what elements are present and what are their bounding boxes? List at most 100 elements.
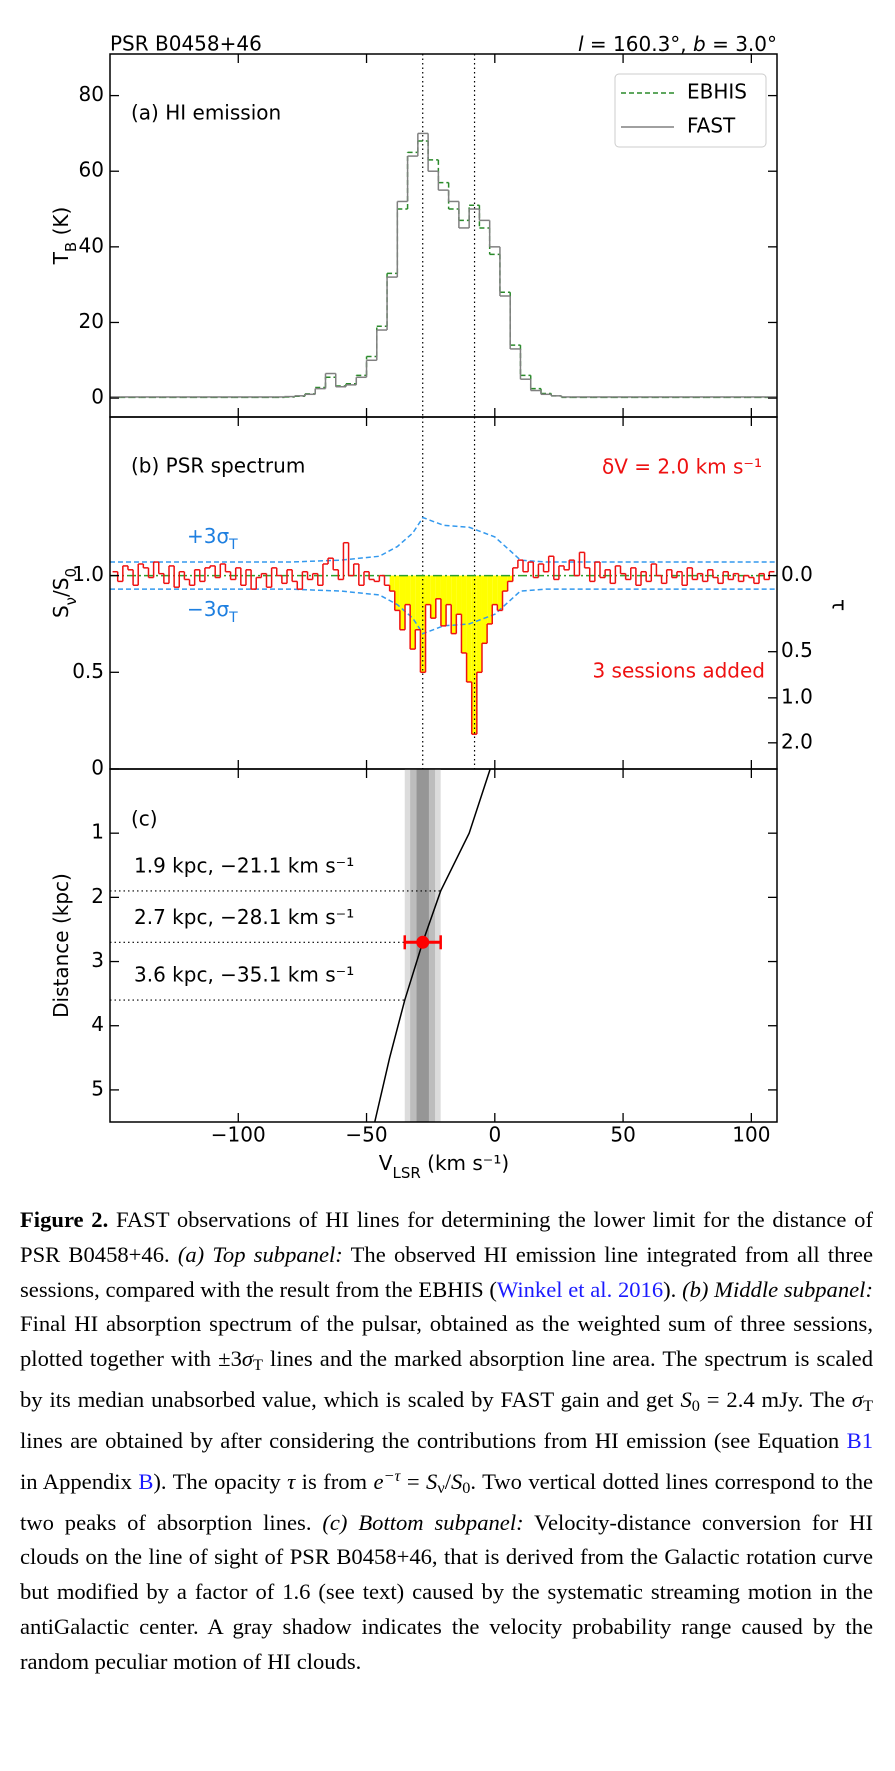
distance-point xyxy=(416,935,430,949)
absorption-fill xyxy=(410,575,416,650)
y2-tick-label: 1.0 xyxy=(781,684,813,708)
legend-label: FAST xyxy=(687,114,736,138)
absorption-fill xyxy=(440,575,447,626)
absorption-fill xyxy=(435,575,441,599)
x-tick-label: −100 xyxy=(211,1123,266,1147)
y-label: Sν/S0 xyxy=(49,568,80,618)
caption-text: e xyxy=(373,1468,384,1494)
caption-text: S xyxy=(450,1468,463,1494)
absorption-fill xyxy=(507,575,513,582)
header-part: = 160.3°, xyxy=(584,32,693,56)
y-tick-label: 0.5 xyxy=(72,659,104,683)
distance-label: 2.7 kpc, −28.1 km s⁻¹ xyxy=(134,905,354,929)
y-tick-label: 40 xyxy=(79,233,104,257)
label-part: S xyxy=(49,605,73,618)
caption-text: (c) Bottom subpanel: xyxy=(322,1509,524,1535)
caption-text: Final HI absorption spectrum of the puls… xyxy=(20,1311,873,1372)
caption-text: T xyxy=(863,1397,873,1416)
y-label: TB (K) xyxy=(49,207,80,266)
caption-text: . Two vertical dotted lines correspond t… xyxy=(20,1468,874,1535)
caption-text: in Appendix xyxy=(20,1468,139,1494)
caption-text: = xyxy=(400,1468,427,1494)
y-tick-label: 2 xyxy=(91,884,104,908)
y-tick-label: 3 xyxy=(91,948,104,972)
y2-tick-label: 0.0 xyxy=(781,562,813,586)
caption-label: Figure 2. xyxy=(20,1207,109,1232)
caption-text: The observed HI emission line integrated… xyxy=(20,1241,873,1302)
label-part: B xyxy=(62,242,80,252)
label-part: (K) xyxy=(49,207,73,242)
absorption-fill xyxy=(425,575,431,605)
absorption-fill xyxy=(502,575,508,592)
figure: PSR B0458+46 l = 160.3°, b = 3.0° (a) HI… xyxy=(49,32,852,1182)
panel-title: (a) HI emission xyxy=(131,101,281,125)
annotation: 3 sessions added xyxy=(592,659,765,683)
absorption-fill xyxy=(492,575,498,605)
panel-title: (c) xyxy=(131,807,158,831)
x-tick-label: 100 xyxy=(732,1123,770,1147)
absorption-fill xyxy=(476,575,482,673)
axes-frame xyxy=(109,768,778,1123)
annotation-part: −3σ xyxy=(187,597,229,621)
citation-link[interactable]: Winkel et al. 2016 xyxy=(496,1276,664,1302)
citation-link[interactable]: B1 xyxy=(846,1427,873,1453)
y2-label: τ xyxy=(828,599,852,611)
annotation-part: +3σ xyxy=(187,524,229,548)
annotation: −3σT xyxy=(187,597,238,627)
y-tick-label: 0 xyxy=(91,756,104,780)
label-part: V xyxy=(379,1151,393,1175)
y-tick-label: 80 xyxy=(79,82,104,106)
legend-box xyxy=(614,73,767,148)
label-part: Distance (kpc) xyxy=(49,873,73,1018)
absorption-fill xyxy=(389,575,395,592)
step-riser xyxy=(116,542,771,735)
annotation: +3σT xyxy=(187,524,238,554)
annotation-part: T xyxy=(228,610,238,626)
header-right: l = 160.3°, b = 3.0° xyxy=(578,32,777,56)
caption-text: ). xyxy=(663,1276,683,1302)
caption-text: lines and the marked absorption line are… xyxy=(20,1346,874,1413)
y-tick-label: 4 xyxy=(91,1012,104,1036)
y-tick-label: 60 xyxy=(79,158,104,182)
header-left: PSR B0458+46 xyxy=(110,32,262,56)
series-line xyxy=(110,516,777,563)
x-tick-label: 50 xyxy=(610,1123,635,1147)
absorption-fill xyxy=(451,575,457,634)
header-part: l xyxy=(578,32,584,56)
caption-text: FAST observations of HI lines for determ… xyxy=(20,1207,873,1267)
y-tick-label: 1 xyxy=(91,820,104,844)
citation-link[interactable]: B xyxy=(138,1468,154,1494)
absorption-fill xyxy=(415,575,421,630)
series-line xyxy=(110,588,777,635)
absorption-fill xyxy=(466,575,472,682)
distance-label: 3.6 kpc, −35.1 km s⁻¹ xyxy=(134,963,354,987)
label-part: /S xyxy=(49,578,73,597)
caption-text: S xyxy=(426,1468,438,1494)
caption-text: lines are obtained by after considering … xyxy=(20,1427,847,1453)
header-part: b xyxy=(693,32,706,56)
caption-text: τ xyxy=(287,1468,296,1494)
y2-tick-label: 0.5 xyxy=(781,638,813,662)
y-tick-label: 20 xyxy=(79,309,104,333)
caption-text: ). The opacity xyxy=(153,1468,288,1494)
absorption-fill xyxy=(471,575,477,735)
label-part: (km s⁻¹) xyxy=(421,1151,509,1175)
step-riser xyxy=(283,140,563,398)
x-tick-label: 0 xyxy=(488,1123,501,1147)
caption-text: T xyxy=(253,1356,263,1375)
caption-text: (b) Middle subpanel: xyxy=(682,1276,873,1302)
label-part: T xyxy=(49,251,73,265)
absorption-fill xyxy=(430,575,436,619)
caption-text: (a) Top subpanel: xyxy=(177,1241,343,1267)
plot-area xyxy=(110,417,777,769)
label-part: ν xyxy=(62,597,80,605)
absorption-fill xyxy=(487,575,493,624)
absorption-fill xyxy=(497,575,503,611)
label-part: LSR xyxy=(392,1164,420,1182)
y2-tick-label: 2.0 xyxy=(781,729,813,753)
caption-text: is from xyxy=(295,1468,374,1494)
absorption-fill xyxy=(456,575,462,615)
distance-label: 1.9 kpc, −21.1 km s⁻¹ xyxy=(134,853,354,877)
plot-area xyxy=(110,769,491,1122)
